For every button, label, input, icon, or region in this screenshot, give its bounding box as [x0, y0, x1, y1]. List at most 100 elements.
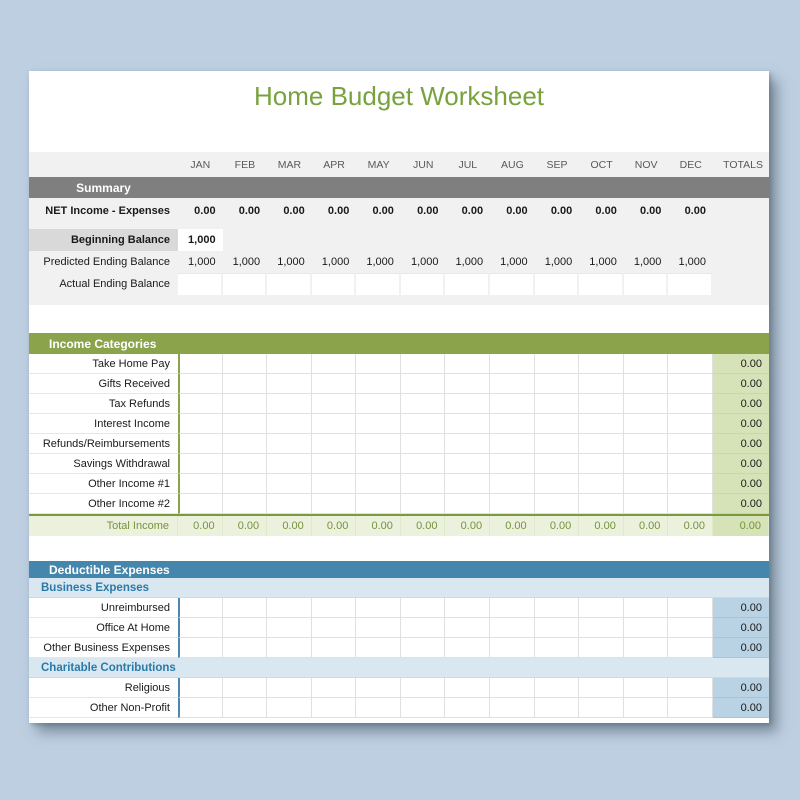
expense-month-cell[interactable]	[356, 618, 401, 638]
expense-month-cell[interactable]	[400, 598, 446, 618]
expense-month-cell[interactable]	[311, 618, 357, 638]
income-month-cell[interactable]	[534, 374, 580, 394]
income-month-cell[interactable]	[579, 474, 624, 494]
income-month-cell[interactable]	[623, 414, 669, 434]
income-month-cell[interactable]	[178, 474, 223, 494]
income-month-cell[interactable]	[222, 434, 268, 454]
expense-month-cell[interactable]	[490, 698, 535, 718]
income-month-cell[interactable]	[534, 434, 580, 454]
income-month-cell[interactable]	[356, 374, 401, 394]
income-month-cell[interactable]	[490, 414, 535, 434]
expense-month-cell[interactable]	[490, 638, 535, 658]
expense-month-cell[interactable]	[445, 618, 491, 638]
income-month-cell[interactable]	[490, 394, 535, 414]
expense-month-cell[interactable]	[534, 598, 580, 618]
income-month-cell[interactable]	[445, 454, 491, 474]
income-month-cell[interactable]	[490, 454, 535, 474]
expense-month-cell[interactable]	[222, 598, 268, 618]
income-month-cell[interactable]	[534, 474, 580, 494]
beginning-balance-cell[interactable]: 1,000	[178, 229, 223, 251]
actual-balance-cell[interactable]	[178, 273, 223, 295]
income-month-cell[interactable]	[356, 354, 401, 374]
expense-month-cell[interactable]	[534, 698, 580, 718]
income-month-cell[interactable]	[445, 434, 491, 454]
expense-month-cell[interactable]	[623, 698, 669, 718]
income-month-cell[interactable]	[623, 494, 669, 514]
expense-month-cell[interactable]	[267, 678, 312, 698]
income-month-cell[interactable]	[668, 394, 713, 414]
income-month-cell[interactable]	[579, 394, 624, 414]
income-month-cell[interactable]	[668, 494, 713, 514]
income-month-cell[interactable]	[311, 374, 357, 394]
income-month-cell[interactable]	[668, 374, 713, 394]
income-month-cell[interactable]	[534, 414, 580, 434]
expense-month-cell[interactable]	[178, 618, 223, 638]
expense-month-cell[interactable]	[623, 618, 669, 638]
expense-month-cell[interactable]	[445, 598, 491, 618]
expense-month-cell[interactable]	[311, 678, 357, 698]
income-month-cell[interactable]	[356, 434, 401, 454]
expense-month-cell[interactable]	[490, 618, 535, 638]
income-month-cell[interactable]	[534, 494, 580, 514]
expense-month-cell[interactable]	[534, 638, 580, 658]
expense-month-cell[interactable]	[579, 598, 624, 618]
expense-month-cell[interactable]	[222, 618, 268, 638]
income-month-cell[interactable]	[534, 354, 580, 374]
actual-balance-cell[interactable]	[445, 273, 491, 295]
expense-month-cell[interactable]	[178, 638, 223, 658]
income-month-cell[interactable]	[490, 354, 535, 374]
actual-balance-cell[interactable]	[623, 273, 669, 295]
income-month-cell[interactable]	[311, 394, 357, 414]
income-month-cell[interactable]	[445, 474, 491, 494]
income-month-cell[interactable]	[267, 414, 312, 434]
income-month-cell[interactable]	[311, 474, 357, 494]
expense-month-cell[interactable]	[400, 698, 446, 718]
expense-month-cell[interactable]	[356, 678, 401, 698]
income-month-cell[interactable]	[445, 374, 491, 394]
expense-month-cell[interactable]	[178, 678, 223, 698]
income-month-cell[interactable]	[178, 494, 223, 514]
expense-month-cell[interactable]	[668, 698, 713, 718]
income-month-cell[interactable]	[178, 394, 223, 414]
income-month-cell[interactable]	[445, 394, 491, 414]
income-month-cell[interactable]	[490, 434, 535, 454]
expense-month-cell[interactable]	[490, 598, 535, 618]
expense-month-cell[interactable]	[579, 698, 624, 718]
income-month-cell[interactable]	[222, 454, 268, 474]
expense-month-cell[interactable]	[222, 678, 268, 698]
income-month-cell[interactable]	[267, 474, 312, 494]
expense-month-cell[interactable]	[534, 618, 580, 638]
expense-month-cell[interactable]	[668, 598, 713, 618]
income-month-cell[interactable]	[623, 454, 669, 474]
income-month-cell[interactable]	[311, 494, 357, 514]
income-month-cell[interactable]	[267, 394, 312, 414]
income-month-cell[interactable]	[623, 374, 669, 394]
expense-month-cell[interactable]	[400, 618, 446, 638]
income-month-cell[interactable]	[623, 474, 669, 494]
income-month-cell[interactable]	[668, 474, 713, 494]
income-month-cell[interactable]	[178, 434, 223, 454]
actual-balance-cell[interactable]	[267, 273, 312, 295]
income-month-cell[interactable]	[267, 374, 312, 394]
income-month-cell[interactable]	[311, 414, 357, 434]
expense-month-cell[interactable]	[445, 678, 491, 698]
income-month-cell[interactable]	[400, 374, 446, 394]
income-month-cell[interactable]	[579, 494, 624, 514]
income-month-cell[interactable]	[267, 494, 312, 514]
expense-month-cell[interactable]	[267, 698, 312, 718]
income-month-cell[interactable]	[668, 454, 713, 474]
income-month-cell[interactable]	[579, 434, 624, 454]
expense-month-cell[interactable]	[445, 638, 491, 658]
expense-month-cell[interactable]	[356, 638, 401, 658]
income-month-cell[interactable]	[490, 374, 535, 394]
actual-balance-cell[interactable]	[222, 273, 268, 295]
income-month-cell[interactable]	[623, 434, 669, 454]
expense-month-cell[interactable]	[178, 598, 223, 618]
expense-month-cell[interactable]	[623, 598, 669, 618]
income-month-cell[interactable]	[356, 414, 401, 434]
income-month-cell[interactable]	[267, 354, 312, 374]
income-month-cell[interactable]	[534, 394, 580, 414]
income-month-cell[interactable]	[579, 374, 624, 394]
actual-balance-cell[interactable]	[579, 273, 624, 295]
income-month-cell[interactable]	[222, 474, 268, 494]
